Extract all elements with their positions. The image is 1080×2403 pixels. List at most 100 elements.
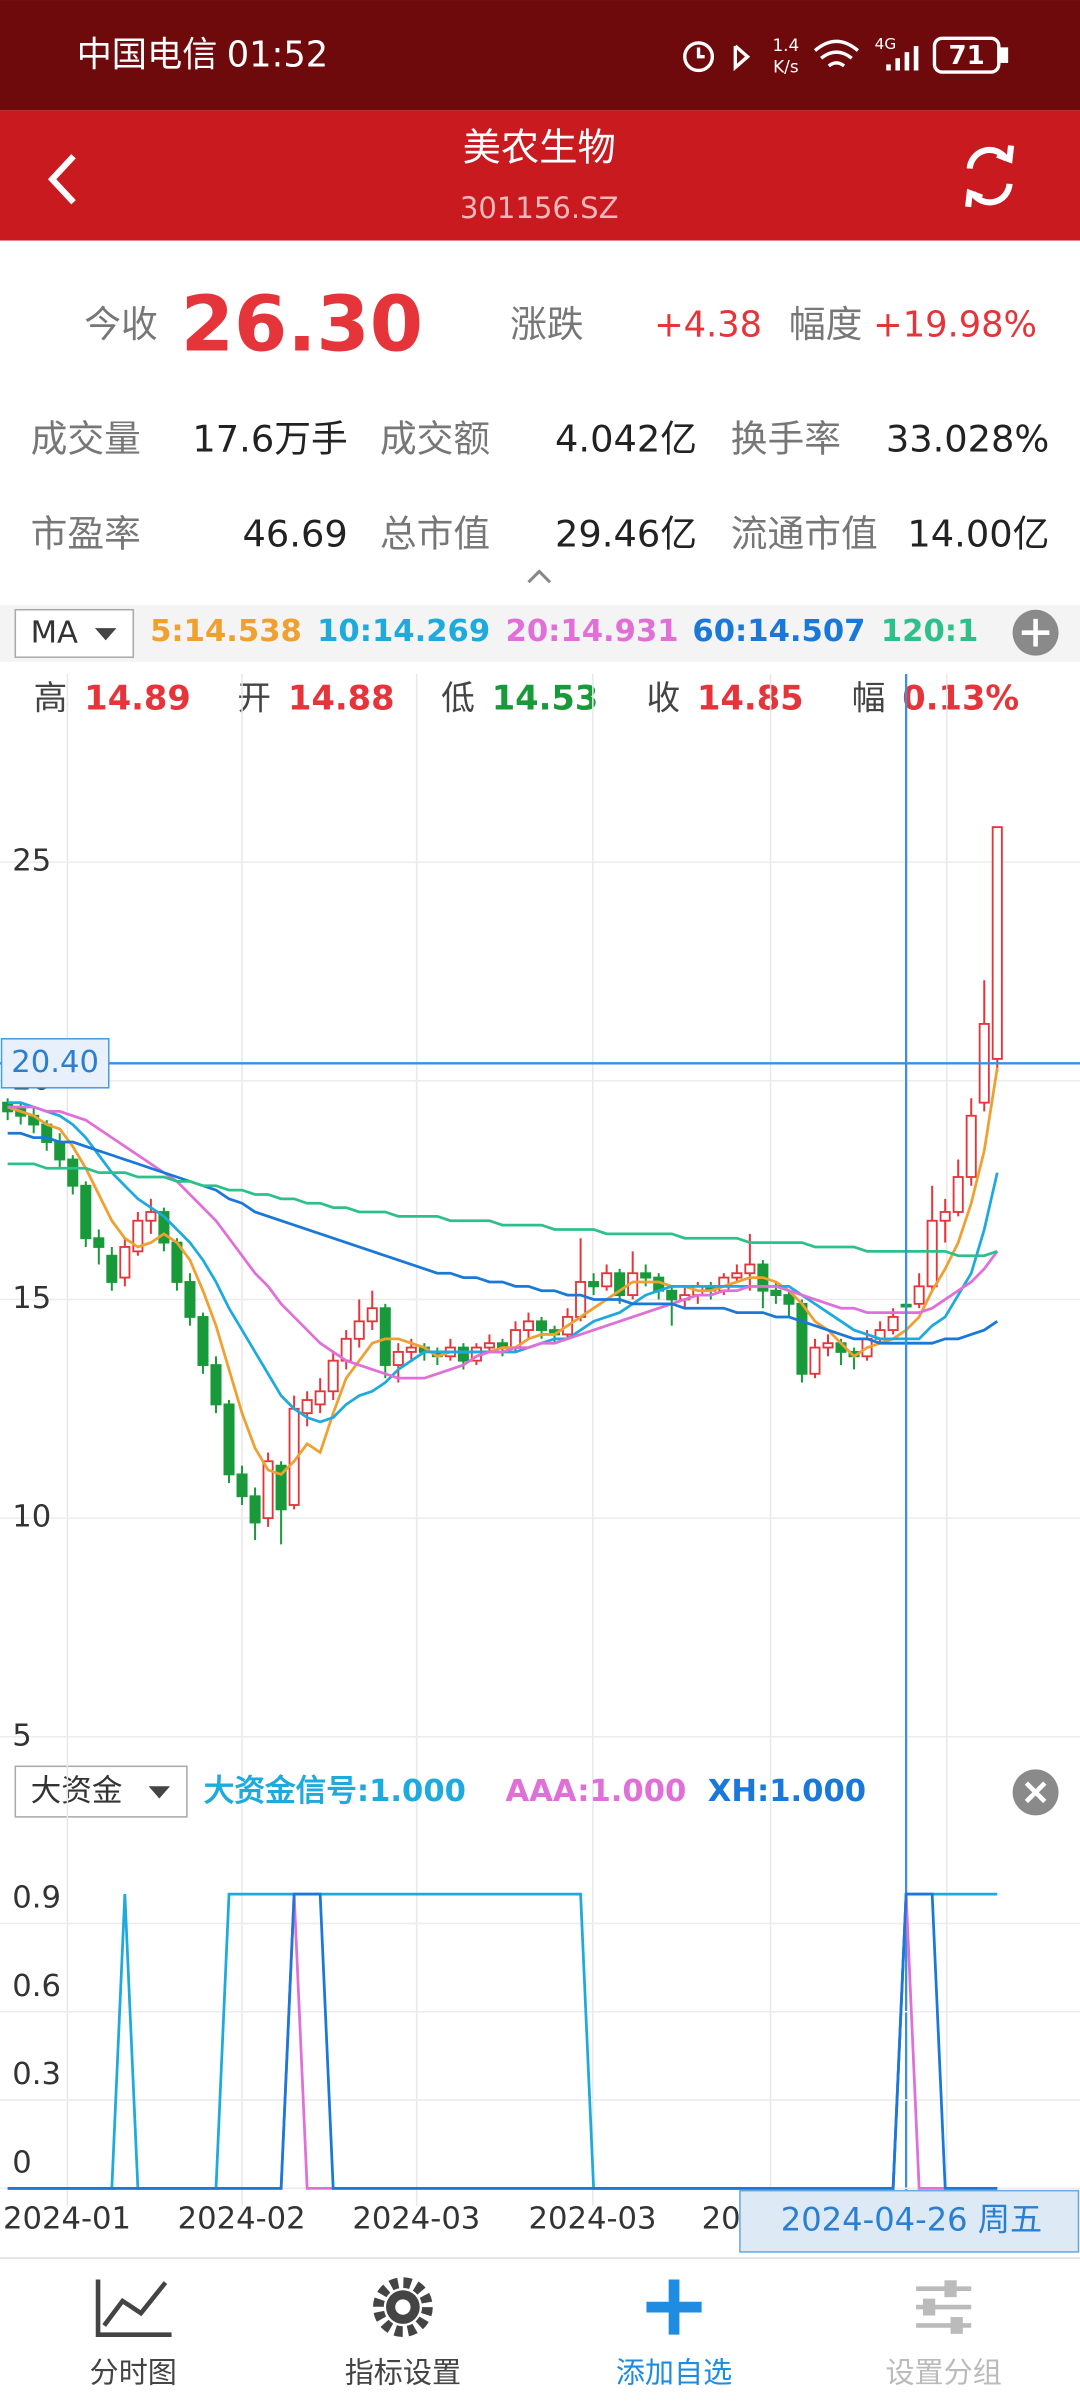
legend-entry: 60:14.507 (692, 614, 865, 649)
y-tick-label: 15 (12, 1281, 51, 1316)
indicator-selector-label: 大资金 (31, 1774, 123, 1809)
candle-body (379, 1307, 391, 1366)
candle-body (93, 1237, 105, 1248)
collapse-caret[interactable] (527, 569, 552, 584)
ohlc-label: 幅 (852, 679, 886, 718)
candle-body (197, 1316, 209, 1366)
change-value: +4.38 (654, 304, 762, 345)
y-tick-label: 5 (12, 1718, 32, 1753)
candle-body (327, 1359, 339, 1393)
clock: 01:52 (227, 35, 328, 76)
ohlc-label: 高 (34, 679, 68, 718)
legend-entry: XH:1.000 (708, 1774, 866, 1809)
candle-body (314, 1390, 326, 1406)
ohlc-value: 14.85 (697, 679, 804, 718)
amplitude-label: 幅度 (789, 303, 863, 346)
candle-body (262, 1460, 274, 1520)
close-indicator-button[interactable] (1012, 1769, 1059, 1816)
x-tick-label: 2024-03 (529, 2201, 657, 2236)
nav-label[interactable]: 设置分组 (885, 2355, 1001, 2389)
candle-body (158, 1211, 170, 1244)
network-type: 4G (875, 35, 897, 53)
nav-label[interactable]: 分时图 (90, 2355, 177, 2389)
nav-icon-group[interactable] (916, 2280, 972, 2334)
ma-selector[interactable] (14, 608, 135, 658)
series-line (7, 1131, 999, 1345)
legend-entry: 5:14.538 (150, 614, 302, 649)
net-speed: 1.4 (772, 35, 799, 55)
y-tick-label: 0.3 (12, 2057, 61, 2092)
candle-body (184, 1281, 196, 1318)
candle-body (457, 1346, 469, 1362)
candle-body (744, 1263, 756, 1275)
series-line (7, 1162, 998, 1258)
ohlc-label: 开 (237, 679, 271, 718)
stats: 成交量 17.6万手 成交额 4.042亿 换手率 33.028% 市盈率 46.69 总市值 2… (31, 418, 1050, 556)
candle-body (913, 1285, 925, 1305)
candle-body (952, 1176, 964, 1213)
status-bar (0, 0, 1080, 111)
ohlc-value: 14.89 (84, 679, 191, 718)
candle-body (991, 826, 1003, 1060)
status-icons (683, 36, 1009, 74)
series-line (7, 1892, 998, 2190)
ohlc-row: 高 14.89 开 14.88 低 14.53 收 14.85 幅 0.13% (34, 679, 1019, 718)
candle-body (536, 1320, 548, 1331)
ohlc-label: 收 (646, 679, 680, 718)
candle-body (770, 1289, 782, 1296)
ma-bar (0, 605, 1080, 662)
back-button[interactable] (47, 154, 76, 205)
crosshair-price-box (0, 1038, 110, 1089)
x-tick-label: 2024-03 (352, 2201, 480, 2236)
stat-value: 29.46亿 (555, 513, 697, 556)
candle-body (353, 1320, 365, 1340)
candle-body (301, 1399, 313, 1415)
stat-label: 成交额 (380, 418, 490, 461)
stat-label: 总市值 (380, 513, 490, 556)
crosshair-price: 20.40 (11, 1045, 99, 1080)
crosshair-date: 2024-04-26 周五 (781, 2200, 1042, 2238)
series-line (7, 1894, 998, 2190)
stat-label: 流通市值 (731, 513, 878, 556)
candle-body (405, 1346, 417, 1353)
ohlc-label: 低 (441, 679, 475, 718)
series-line (7, 1105, 999, 1380)
candle-body (106, 1254, 118, 1283)
legend-entry: 大资金信号:1.000 (204, 1773, 466, 1809)
date-box (739, 2189, 1080, 2253)
close-label: 今收 (84, 303, 158, 346)
candle-body (275, 1464, 287, 1511)
stat-label: 换手率 (731, 418, 841, 461)
candle-body (640, 1272, 652, 1279)
add-indicator-button[interactable] (1012, 609, 1059, 656)
change-label: 涨跌 (510, 303, 584, 346)
nav-label[interactable]: 添加自选 (616, 2355, 732, 2389)
candle-body (588, 1281, 600, 1288)
header-bar (0, 110, 1080, 241)
nav-icon-add[interactable] (646, 2279, 702, 2335)
candle-body (366, 1307, 378, 1323)
nav-icon-settings[interactable] (373, 2277, 433, 2337)
legend-entry: 120:1 (881, 614, 978, 649)
candle-body (145, 1211, 157, 1222)
x-tick-label: 2024-02 (178, 2201, 306, 2236)
candle-body (210, 1364, 222, 1406)
x-tick-label: 2024-01 (3, 2201, 131, 2236)
nav-icon-timeshare[interactable] (95, 2279, 172, 2337)
refresh-button[interactable] (965, 145, 1015, 208)
candle-body (939, 1211, 951, 1222)
series-line (7, 1101, 999, 1424)
candle-body (614, 1272, 626, 1296)
candle-body (223, 1403, 235, 1476)
nav-label[interactable]: 指标设置 (345, 2355, 461, 2389)
series-line (7, 1067, 999, 1476)
candle-body (666, 1289, 678, 1301)
stat-value: 46.69 (243, 513, 348, 556)
candle-body (796, 1302, 808, 1375)
close-price: 26.30 (181, 280, 423, 369)
dropdown-arrow (94, 628, 117, 641)
stock-code: 301156.SZ (460, 191, 619, 225)
ohlc-value: 14.88 (288, 679, 395, 718)
stat-value: 17.6万手 (192, 418, 347, 461)
